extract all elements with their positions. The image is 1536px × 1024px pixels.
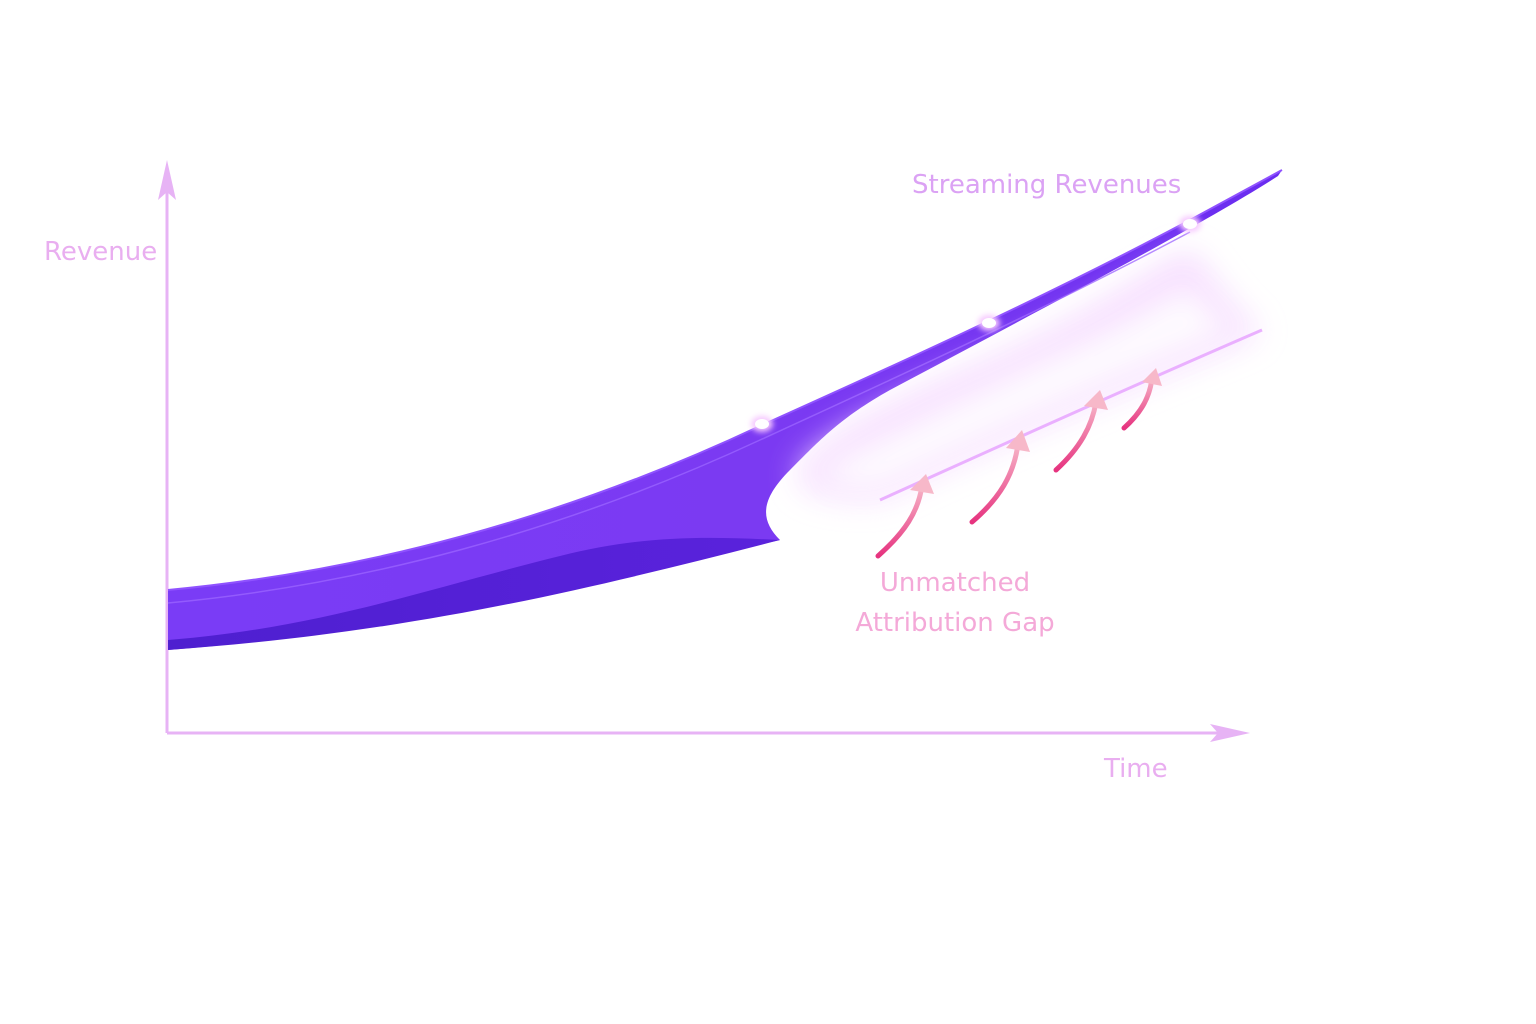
y-axis-arrowhead bbox=[158, 160, 176, 200]
revenue-band-inner-line bbox=[167, 231, 1191, 604]
annotation-line-1: Unmatched bbox=[880, 568, 1030, 598]
gap-arrow bbox=[1121, 368, 1162, 431]
data-point bbox=[978, 315, 1000, 331]
data-point bbox=[1179, 216, 1201, 232]
data-points bbox=[751, 216, 1201, 432]
revenue-band-main bbox=[168, 170, 1282, 650]
gap-arrow bbox=[969, 430, 1030, 525]
gap-arrows bbox=[875, 368, 1162, 559]
attribution-gap bbox=[798, 250, 1263, 502]
annotation: Unmatched Attribution Gap bbox=[855, 568, 1054, 638]
x-axis-arrowhead bbox=[1210, 724, 1250, 742]
data-point bbox=[751, 416, 773, 432]
axes bbox=[158, 160, 1250, 742]
series-label: Streaming Revenues bbox=[912, 170, 1181, 200]
revenue-band-dark bbox=[168, 537, 780, 650]
attribution-gap-core bbox=[818, 282, 1240, 491]
x-axis-label: Time bbox=[1103, 754, 1168, 784]
gap-arrow bbox=[875, 474, 934, 559]
series-streaming-revenues bbox=[167, 169, 1283, 650]
y-axis-label: Revenue bbox=[44, 237, 157, 267]
gap-arrow bbox=[1053, 390, 1108, 473]
annotation-line-2: Attribution Gap bbox=[855, 608, 1054, 638]
